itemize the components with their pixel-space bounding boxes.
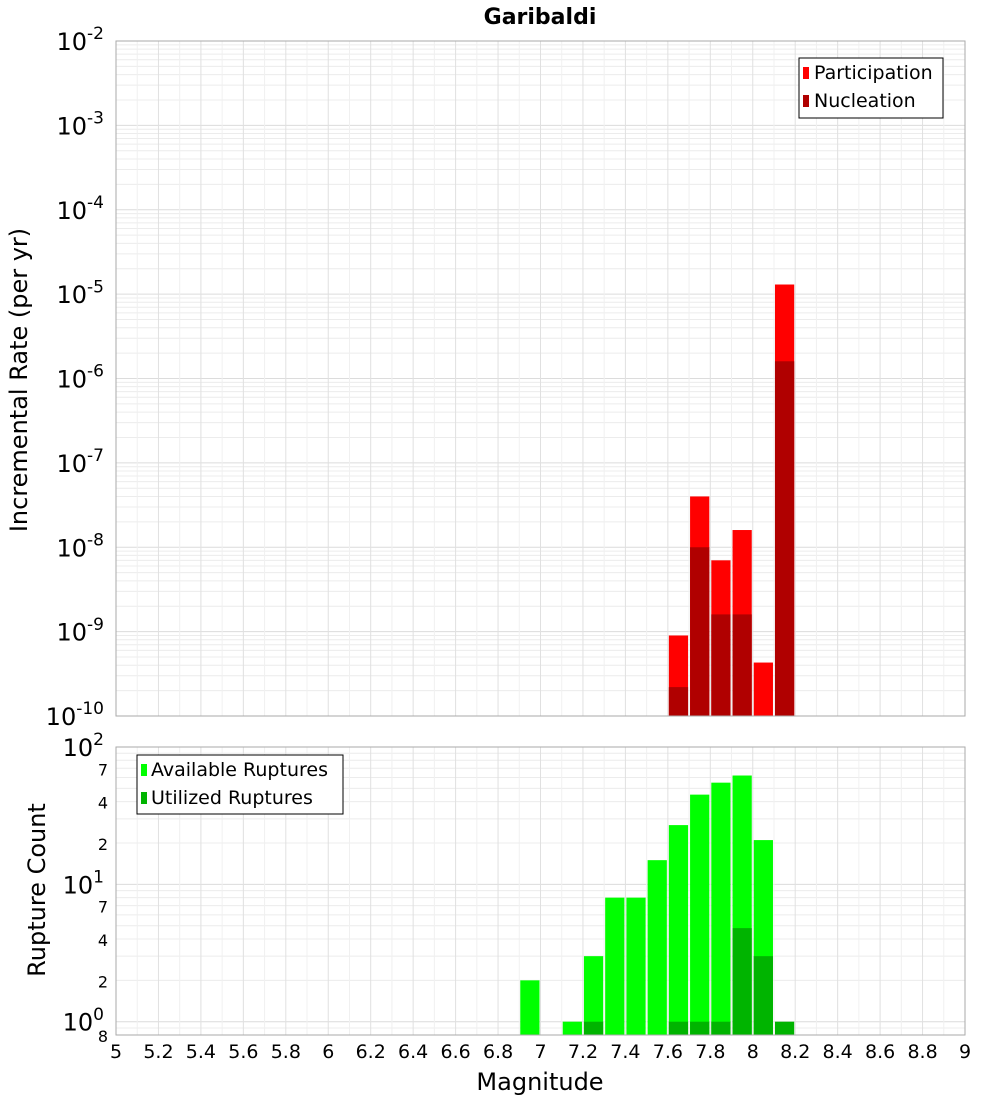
top-plot-border [115,40,966,717]
bottom-y-tick-label: 4 [98,931,108,950]
bottom-legend-label: Utilized Ruptures [151,787,313,809]
bottom-y-tick-label: 8 [98,1027,108,1046]
top-plot-area: 10-10 10-9 10-8 10-7 10-6 10-5 10-4 10-3 10-2 Par… [46,24,966,731]
bottom-bar [626,897,646,1035]
top-y-tick-label: 10-10 [46,699,104,731]
bottom-bar [668,825,689,1035]
x-tick-label: 6.6 [440,1041,470,1063]
x-tick-label: 5.6 [228,1041,258,1063]
x-tick-label: 8.4 [823,1041,853,1063]
top-y-tick-label: 10-6 [57,362,105,394]
x-tick-label: 8.6 [865,1041,895,1063]
bottom-legend: Available Ruptures Utilized Ruptures [136,754,344,815]
bottom-y-major-tick-label: 101 [63,868,104,900]
x-tick-label: 9 [959,1041,971,1063]
top-bar [711,614,731,716]
bottom-legend-box [136,754,344,815]
bottom-bar [753,956,773,1035]
top-legend-label: Participation [814,62,933,84]
bottom-y-tick-label: 4 [98,794,108,813]
x-tick-label: 8.8 [907,1041,937,1063]
bottom-bar [668,1021,689,1035]
bottom-y-tick-label: 7 [98,760,108,779]
bottom-y-axis-label: Rupture Count [23,803,51,977]
bottom-bar [732,928,752,1035]
bottom-series-2 [583,928,795,1035]
x-tick-label: 8.2 [780,1041,810,1063]
top-y-tick-label: 10-8 [57,530,105,562]
top-legend-swatch [803,95,809,107]
bottom-bar [647,860,667,1035]
bottom-y-major-tick-label: 100 [63,1005,104,1037]
bottom-bar [690,794,710,1035]
x-tick-label: 8 [747,1041,759,1063]
bottom-bar [711,782,731,1035]
top-y-tick-label: 10-4 [57,193,105,225]
top-legend-swatch [803,67,809,79]
x-tick-label: 7.2 [568,1041,598,1063]
x-tick-label: 5.8 [271,1041,301,1063]
bottom-legend-label: Available Ruptures [151,759,328,781]
bottom-bar [690,1021,710,1035]
top-legend-box [798,57,944,119]
x-axis-label: Magnitude [476,1068,603,1096]
bottom-bar [520,980,540,1035]
chart-title: Garibaldi [484,5,597,30]
top-y-tick-label: 10-7 [57,446,105,478]
bottom-y-tick-label: 7 [98,898,108,917]
x-tick-label: 7 [534,1041,546,1063]
top-y-tick-label: 10-9 [57,615,105,647]
bottom-plot-area: 8 2 4 7 2 4 7 100 101 102 5 5.2 5.4 5.6 5.8 6 6.2 6.4 6.6 6… [63,730,971,1063]
x-tick-label: 7.8 [695,1041,725,1063]
top-bar [668,687,689,716]
top-legend: Participation Nucleation [798,57,944,119]
top-series-2 [668,361,795,716]
bottom-bar [583,1021,604,1035]
bottom-y-tick-label: 2 [98,972,108,991]
bottom-bar [605,897,625,1035]
bottom-y-major-tick-label: 102 [63,730,104,762]
top-legend-label: Nucleation [814,90,916,112]
bottom-legend-swatch [141,764,147,776]
bottom-y-tick-label: 2 [98,835,108,854]
bottom-bar [711,1021,731,1035]
x-tick-label: 5 [110,1041,122,1063]
top-bar [732,614,752,716]
top-bar [753,662,773,716]
top-y-axis-label: Incremental Rate (per yr) [5,228,33,532]
top-y-tick-label: 10-3 [57,109,105,141]
bottom-bar [583,956,604,1035]
top-bar [690,547,710,716]
top-y-tick-label: 10-5 [57,277,105,309]
top-bar [774,361,795,716]
x-tick-label: 6.8 [483,1041,513,1063]
x-tick-label: 6.2 [356,1041,386,1063]
bottom-bar [562,1021,582,1035]
bottom-plot-border [115,746,966,1036]
bottom-legend-swatch [141,792,147,804]
x-tick-label: 5.2 [143,1041,173,1063]
x-tick-label: 7.4 [610,1041,640,1063]
x-tick-label: 6 [322,1041,334,1063]
x-tick-label: 5.4 [186,1041,216,1063]
top-y-tick-label: 10-2 [57,24,105,56]
bottom-bar [774,1021,795,1035]
x-tick-label: 6.4 [398,1041,428,1063]
x-tick-label: 7.6 [653,1041,683,1063]
